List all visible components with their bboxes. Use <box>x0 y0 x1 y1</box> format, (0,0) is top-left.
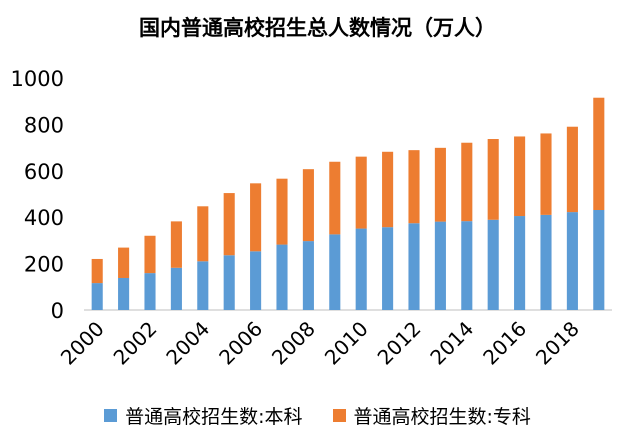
bar-undergraduate <box>91 283 103 310</box>
chart-title: 国内普通高校招生总人数情况（万人） <box>139 16 496 40</box>
bar-undergraduate <box>302 241 314 310</box>
bar-undergraduate <box>487 219 499 310</box>
x-tick-label: 2006 <box>214 317 267 370</box>
bar-junior-college <box>382 151 394 228</box>
x-tick-label: 2004 <box>161 317 214 370</box>
y-tick-label: 400 <box>24 206 64 230</box>
bar-junior-college <box>329 161 341 235</box>
y-tick-label: 1000 <box>11 67 64 91</box>
bar-junior-college <box>487 139 499 220</box>
bar-undergraduate <box>434 221 446 310</box>
bar-undergraduate <box>329 234 341 310</box>
x-tick-label: 2012 <box>373 317 426 370</box>
bar-junior-college <box>408 150 420 224</box>
x-tick-label: 2018 <box>531 317 584 370</box>
x-tick-label: 2010 <box>320 317 373 370</box>
bar-undergraduate <box>593 210 605 310</box>
bar-junior-college <box>540 133 552 215</box>
bar-undergraduate <box>276 244 288 310</box>
y-tick-label: 600 <box>24 160 64 184</box>
bar-undergraduate <box>197 261 209 310</box>
legend-label-junior-college: 普通高校招生数:专科 <box>353 406 531 428</box>
bar-junior-college <box>276 178 288 245</box>
bar-undergraduate <box>118 277 130 310</box>
x-tick-label: 2008 <box>267 317 320 370</box>
bar-junior-college <box>566 126 578 213</box>
bar-junior-college <box>302 169 314 242</box>
bar-junior-college <box>118 247 130 278</box>
bar-junior-college <box>355 156 367 229</box>
x-tick-label: 2002 <box>109 317 162 370</box>
bar-junior-college <box>223 193 235 256</box>
bar-junior-college <box>144 235 156 274</box>
legend-swatch-junior-college <box>332 409 346 422</box>
bar-undergraduate <box>514 216 526 310</box>
y-tick-label: 0 <box>51 299 64 323</box>
bar-undergraduate <box>540 214 552 310</box>
legend-swatch-undergraduate <box>104 409 118 422</box>
x-tick-label: 2014 <box>425 317 478 370</box>
bar-undergraduate <box>461 221 473 310</box>
y-tick-label: 800 <box>24 113 64 137</box>
bar-junior-college <box>91 258 103 284</box>
legend-item-junior-college: 普通高校招生数:专科 <box>332 402 531 429</box>
x-tick-label: 2016 <box>478 317 531 370</box>
bar-junior-college <box>514 136 526 217</box>
x-tick-label: 2000 <box>56 317 109 370</box>
legend-item-undergraduate: 普通高校招生数:本科 <box>104 402 303 429</box>
legend-label-undergraduate: 普通高校招生数:本科 <box>125 406 303 428</box>
bar-junior-college <box>197 206 209 262</box>
bar-junior-college <box>593 97 605 211</box>
legend: 普通高校招生数:本科 普通高校招生数:专科 <box>0 402 635 429</box>
bar-undergraduate <box>355 228 367 310</box>
bar-junior-college <box>434 147 446 222</box>
y-tick-label: 200 <box>24 253 64 277</box>
bar-junior-college <box>461 142 473 222</box>
bar-undergraduate <box>566 212 578 310</box>
bar-undergraduate <box>170 267 182 310</box>
bar-undergraduate <box>408 223 420 310</box>
bar-undergraduate <box>250 251 262 310</box>
bar-junior-college <box>250 183 262 252</box>
bar-undergraduate <box>144 273 156 310</box>
bar-undergraduate <box>382 227 394 310</box>
bar-junior-college <box>170 221 182 268</box>
bar-undergraduate <box>223 255 235 310</box>
